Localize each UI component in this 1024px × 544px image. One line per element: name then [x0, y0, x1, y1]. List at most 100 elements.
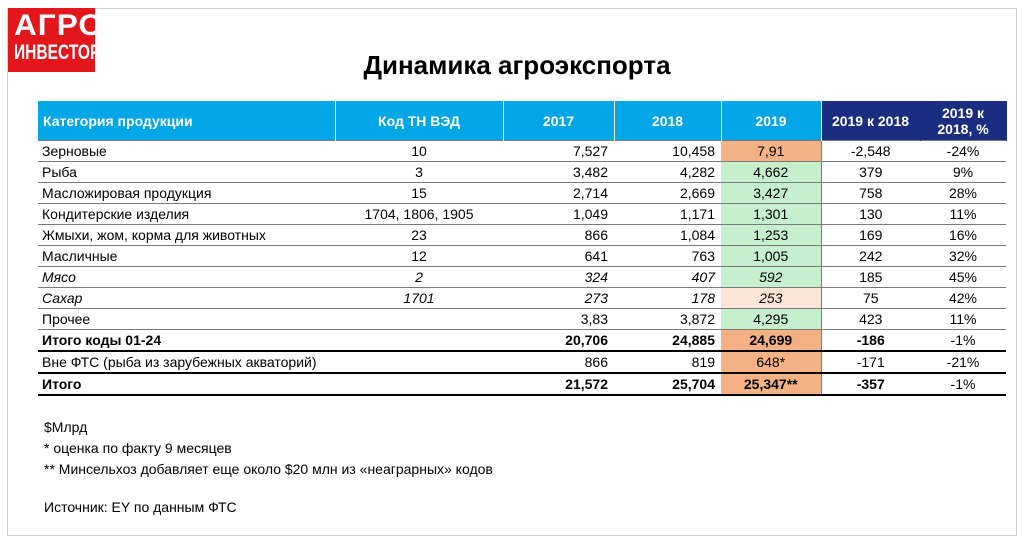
- row-2018: 1,171: [614, 203, 721, 225]
- row-2019: 253: [721, 287, 821, 309]
- row-code: 10: [335, 140, 503, 162]
- agroinvestor-logo: АГРО ИНВЕСТОР: [8, 8, 104, 72]
- row-category: Итого: [38, 372, 335, 396]
- row-2017: 866: [503, 351, 614, 374]
- row-pct: -24%: [920, 140, 1006, 162]
- table-row: Масличные 12 641 763 1,005 242 32%: [38, 245, 1006, 267]
- row-pct: 16%: [920, 224, 1006, 246]
- row-2019: 592: [721, 266, 821, 288]
- header-code: Код ТН ВЭД: [335, 101, 504, 141]
- row-category: Кондитерские изделия: [38, 203, 335, 225]
- export-table: Категория продукции Код ТН ВЭД 2017 2018…: [38, 101, 1007, 396]
- header-diff: 2019 к 2018: [821, 101, 921, 141]
- row-pct: 11%: [920, 203, 1006, 225]
- row-code: 2: [335, 266, 503, 288]
- row-2018: 763: [614, 245, 721, 267]
- row-2018: 1,084: [614, 224, 721, 246]
- row-2017: 21,572: [503, 372, 614, 396]
- row-2017: 273: [503, 287, 614, 309]
- row-2019: 1,005: [721, 245, 821, 267]
- table-row: Прочее 3,83 3,872 4,295 423 11%: [38, 308, 1006, 330]
- row-diff: 423: [820, 308, 920, 330]
- row-2017: 3,482: [503, 161, 614, 183]
- row-pct: 11%: [920, 308, 1006, 330]
- header-2018: 2018: [614, 101, 722, 141]
- table-row: Зерновые 10 7,527 10,458 7,91 -2,548 -24…: [38, 140, 1006, 162]
- row-category: Рыба: [38, 161, 335, 183]
- row-2017: 324: [503, 266, 614, 288]
- row-category: Масличные: [38, 245, 335, 267]
- row-code: [335, 372, 503, 396]
- header-pct: 2019 к 2018, %: [920, 101, 1007, 141]
- table-row: Мясо 2 324 407 592 185 45%: [38, 266, 1006, 288]
- row-diff: 169: [820, 224, 920, 246]
- row-diff: 242: [820, 245, 920, 267]
- row-diff: 379: [820, 161, 920, 183]
- header-2017: 2017: [503, 101, 615, 141]
- row-2018: 2,669: [614, 182, 721, 204]
- row-2018: 25,704: [614, 372, 721, 396]
- page-title: Динамика агроэкспорта: [363, 50, 671, 80]
- row-diff: -186: [820, 329, 920, 352]
- row-diff: 75: [820, 287, 920, 309]
- row-code: [335, 308, 503, 330]
- row-code: 23: [335, 224, 503, 246]
- logo-line-1: АГРО: [14, 9, 104, 42]
- row-code: [335, 329, 503, 352]
- row-pct: 9%: [920, 161, 1006, 183]
- footnote-1: * оценка по факту 9 месяцев: [44, 440, 232, 456]
- row-category: Итого коды 01-24: [38, 329, 335, 352]
- row-2017: 20,706: [503, 329, 614, 352]
- row-2017: 2,714: [503, 182, 614, 204]
- row-2019: 648*: [721, 351, 821, 374]
- row-category: Мясо: [38, 266, 335, 288]
- row-diff: 185: [820, 266, 920, 288]
- row-pct: -21%: [920, 351, 1006, 374]
- source-note: Источник: EY по данным ФТС: [44, 499, 237, 515]
- row-pct: -1%: [920, 372, 1006, 396]
- table-row: Сахар 1701 273 178 253 75 42%: [38, 287, 1006, 309]
- table-row-subtotal: Итого коды 01-24 20,706 24,885 24,699 -1…: [38, 329, 1006, 352]
- row-diff: 758: [820, 182, 920, 204]
- row-2018: 10,458: [614, 140, 721, 162]
- row-2018: 24,885: [614, 329, 721, 352]
- row-2018: 178: [614, 287, 721, 309]
- row-category: Прочее: [38, 308, 335, 330]
- row-pct: 32%: [920, 245, 1006, 267]
- row-2018: 4,282: [614, 161, 721, 183]
- row-pct: -1%: [920, 329, 1006, 352]
- row-code: [335, 351, 503, 374]
- footnote-2: ** Минсельхоз добавляет еще около $20 мл…: [44, 461, 493, 477]
- row-2017: 1,049: [503, 203, 614, 225]
- row-2017: 7,527: [503, 140, 614, 162]
- row-2017: 866: [503, 224, 614, 246]
- row-2019: 1,301: [721, 203, 821, 225]
- row-diff: -2,548: [820, 140, 920, 162]
- row-diff: -171: [820, 351, 920, 374]
- row-category: Вне ФТС (рыба из зарубежных акваторий): [38, 351, 335, 374]
- row-2019: 1,253: [721, 224, 821, 246]
- row-pct: 28%: [920, 182, 1006, 204]
- row-2018: 3,872: [614, 308, 721, 330]
- row-category: Зерновые: [38, 140, 335, 162]
- row-2018: 819: [614, 351, 721, 374]
- table-row-total: Итого 21,572 25,704 25,347** -357 -1%: [38, 372, 1006, 396]
- row-diff: 130: [820, 203, 920, 225]
- table-row: Рыба 3 3,482 4,282 4,662 379 9%: [38, 161, 1006, 183]
- row-code: 1704, 1806, 1905: [335, 203, 503, 225]
- row-2019: 4,295: [721, 308, 821, 330]
- table-row: Вне ФТС (рыба из зарубежных акваторий) 8…: [38, 351, 1006, 374]
- row-code: 3: [335, 161, 503, 183]
- slide-frame: [7, 8, 1017, 536]
- row-category: Жмыхи, жом, корма для животных: [38, 224, 335, 246]
- row-category: Сахар: [38, 287, 335, 309]
- table-row: Жмыхи, жом, корма для животных 23 866 1,…: [38, 224, 1006, 246]
- row-2019: 3,427: [721, 182, 821, 204]
- unit-note: $Млрд: [44, 419, 88, 435]
- table-row: Кондитерские изделия 1704, 1806, 1905 1,…: [38, 203, 1006, 225]
- table-row: Масложировая продукция 15 2,714 2,669 3,…: [38, 182, 1006, 204]
- row-diff: -357: [820, 372, 920, 396]
- row-code: 15: [335, 182, 503, 204]
- row-2019: 24,699: [721, 329, 821, 352]
- row-code: 12: [335, 245, 503, 267]
